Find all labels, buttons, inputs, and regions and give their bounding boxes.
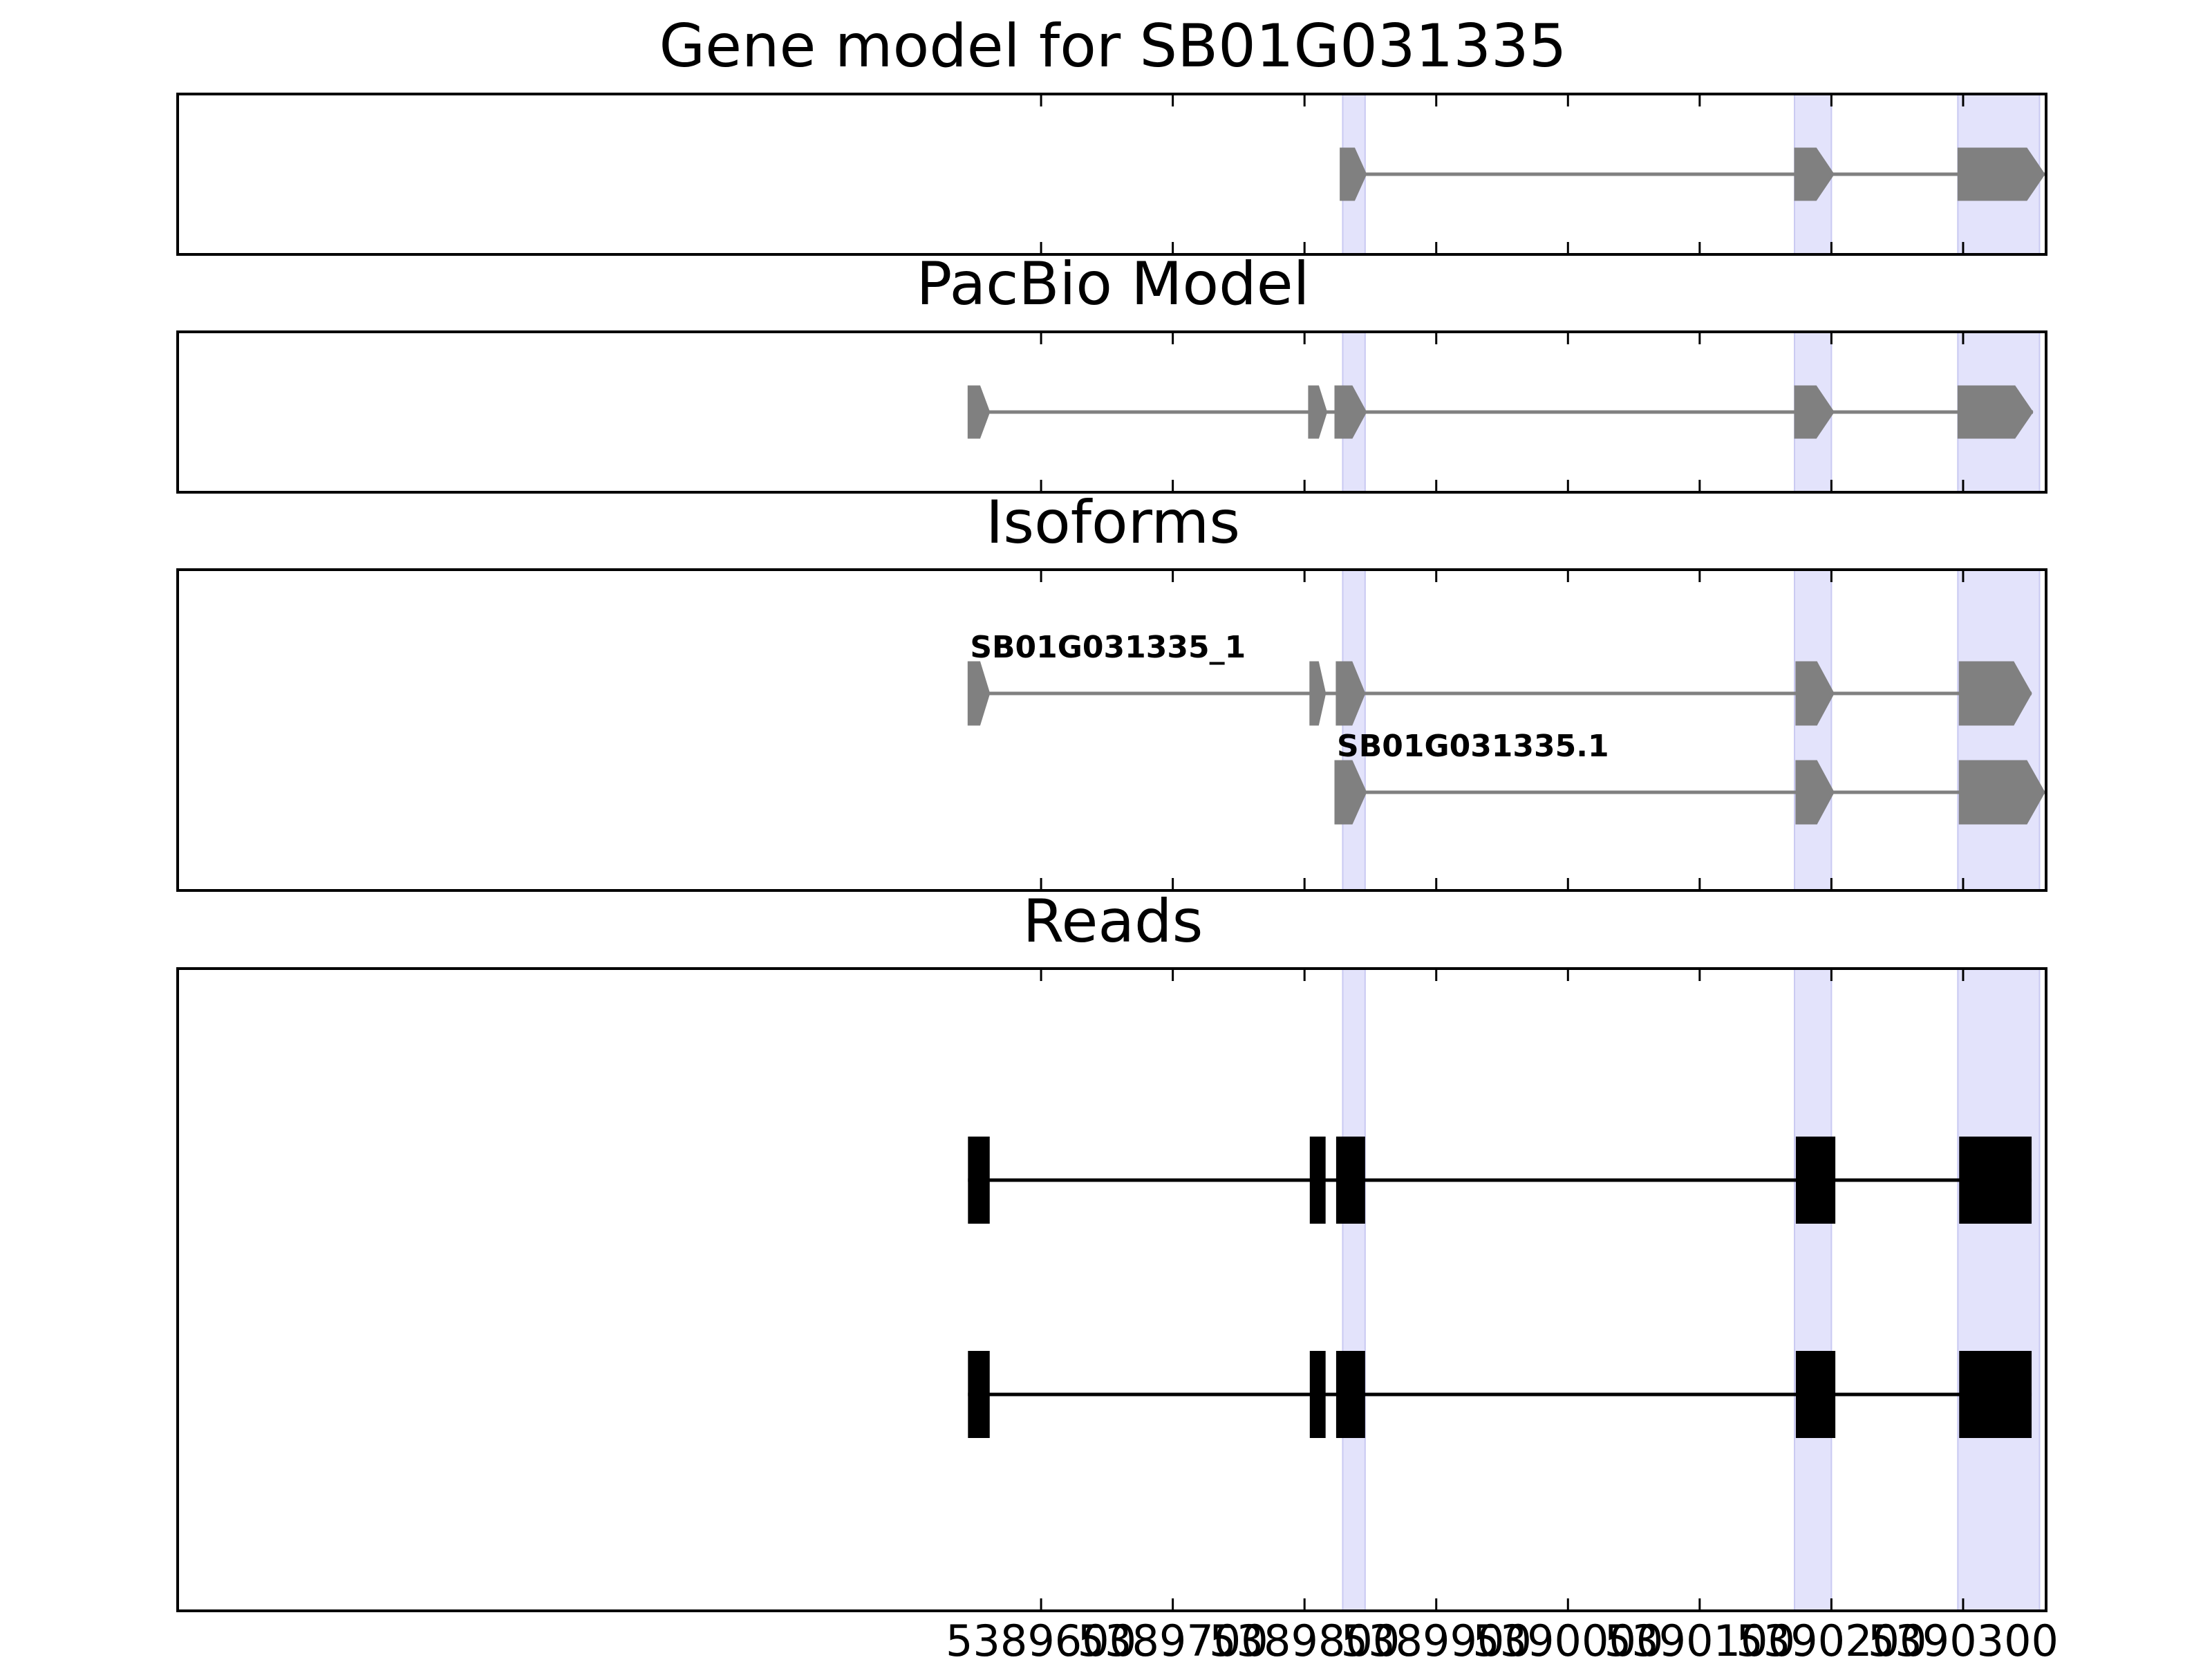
x-tick-label: 5389600 <box>946 1616 1136 1659</box>
pacbio-model-title: PacBio Model <box>916 250 1309 319</box>
x-tick-label: 5390100 <box>1604 1616 1795 1659</box>
exon-block <box>1958 760 2045 825</box>
exon-block <box>967 661 991 726</box>
exon-block <box>1334 760 1367 825</box>
read-exon-block <box>1309 1351 1326 1438</box>
exon-block <box>1795 661 1835 726</box>
read-exon-block <box>1335 1137 1365 1224</box>
x-tick-label: 5390300 <box>1868 1616 2059 1659</box>
exon-highlight-band <box>1957 569 2041 891</box>
pacbio-model-panel <box>176 330 2047 494</box>
exon-block <box>1334 385 1367 439</box>
exon-highlight-band <box>1794 968 1833 1612</box>
exon-block <box>1794 385 1835 439</box>
exon-block <box>1794 147 1835 201</box>
x-axis-tick-labels: 5389600 5389700 5389800 5389900 5390000 … <box>946 1616 2059 1662</box>
gene-model-title: Gene model for SB01G031335 <box>659 12 1567 81</box>
exon-block <box>1957 385 2034 439</box>
panel-frame <box>176 967 2047 1612</box>
gene-model-panel <box>176 93 2047 256</box>
exon-block <box>1309 661 1327 726</box>
x-tick-label: 5389800 <box>1209 1616 1400 1659</box>
exon-block <box>1340 147 1367 201</box>
isoform-label: SB01G031335.1 <box>1337 729 1609 764</box>
panel-frame <box>176 93 2047 256</box>
exon-block <box>967 385 991 439</box>
read-exon-block <box>1959 1137 2032 1224</box>
exon-highlight-band <box>1957 968 2041 1612</box>
exon-block <box>1957 147 2045 201</box>
isoforms-title: Isoforms <box>986 488 1240 557</box>
exon-block <box>1795 760 1835 825</box>
reads-panel <box>176 967 2047 1612</box>
exon-highlight-band <box>1342 968 1366 1612</box>
reads-title: Reads <box>1023 887 1203 956</box>
panel-frame <box>176 568 2047 892</box>
read-exon-block <box>968 1351 990 1438</box>
read-exon-block <box>968 1137 990 1224</box>
isoforms-panel: SB01G031335_1 SB01G031335.1 <box>176 568 2047 892</box>
x-tick-label: 5389900 <box>1341 1616 1532 1659</box>
read-exon-block <box>1795 1137 1836 1224</box>
exon-block <box>1335 661 1366 726</box>
read-exon-block <box>1309 1137 1326 1224</box>
read-exon-block <box>1795 1351 1836 1438</box>
read-exon-block <box>1959 1351 2032 1438</box>
exon-block <box>1308 385 1328 439</box>
panel-frame <box>176 330 2047 494</box>
read-exon-block <box>1335 1351 1365 1438</box>
x-tick-label: 5390000 <box>1472 1616 1663 1659</box>
exon-highlight-band <box>1342 569 1366 891</box>
isoform-label: SB01G031335_1 <box>970 630 1246 665</box>
exon-block <box>1958 661 2032 726</box>
x-tick-label: 5390200 <box>1736 1616 1927 1659</box>
x-tick-label: 5389700 <box>1078 1616 1268 1659</box>
exon-highlight-band <box>1794 569 1833 891</box>
